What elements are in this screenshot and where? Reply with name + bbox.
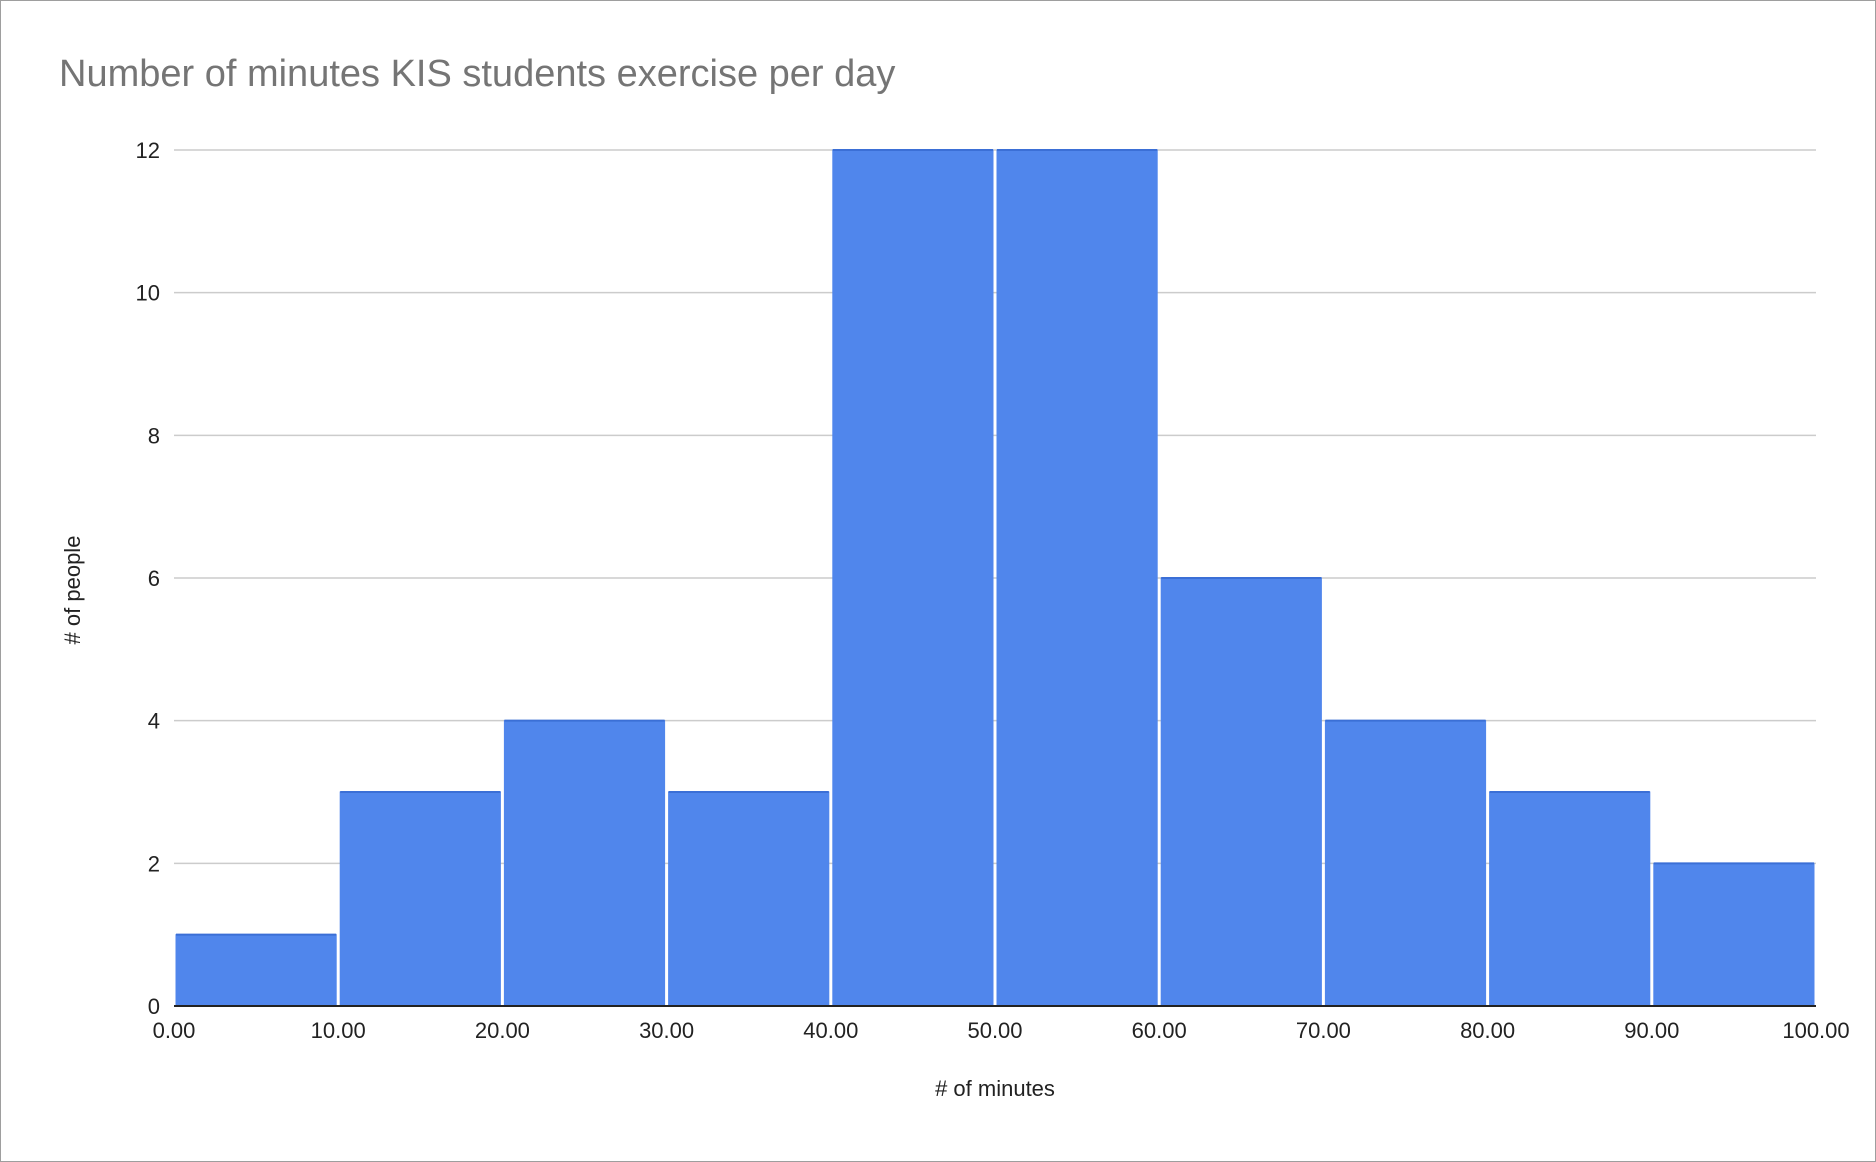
bar-0-10: [175, 934, 337, 1007]
bar-20-30: [503, 720, 666, 1007]
x-tick-label-20.00: 20.00: [475, 1018, 530, 1043]
y-tick-label-0: 0: [148, 994, 160, 1019]
x-tick-label-40.00: 40.00: [803, 1018, 858, 1043]
x-tick-label-70.00: 70.00: [1296, 1018, 1351, 1043]
bar-30-40: [668, 791, 830, 1007]
bar-10-20: [339, 791, 501, 1007]
bar-60-70: [1160, 577, 1322, 1007]
x-tick-label-80.00: 80.00: [1460, 1018, 1515, 1043]
chart-title: Number of minutes KIS students exercise …: [59, 53, 896, 95]
bars: [175, 149, 1815, 1007]
y-axis-label: # of people: [60, 536, 85, 645]
x-tick-label-100.00: 100.00: [1782, 1018, 1849, 1043]
x-tick-label-60.00: 60.00: [1132, 1018, 1187, 1043]
x-tick-label-0.00: 0.00: [153, 1018, 196, 1043]
y-tick-label-10: 10: [136, 281, 160, 306]
x-tick-labels: 0.00 10.00 20.00 30.00 40.00 50.00 60.00 70.00 8…: [153, 1018, 1850, 1043]
y-tick-label-8: 8: [148, 423, 160, 448]
y-tick-label-6: 6: [148, 566, 160, 591]
x-tick-label-90.00: 90.00: [1624, 1018, 1679, 1043]
y-tick-labels: 0 2 4 6 8 10 12: [136, 138, 160, 1019]
y-tick-label-4: 4: [148, 709, 160, 734]
bar-90-100: [1653, 862, 1815, 1007]
bar-40-50: [832, 149, 994, 1007]
x-tick-label-10.00: 10.00: [311, 1018, 366, 1043]
x-axis-label: # of minutes: [935, 1076, 1055, 1101]
bar-70-80: [1324, 720, 1487, 1007]
x-tick-label-50.00: 50.00: [967, 1018, 1022, 1043]
y-tick-label-2: 2: [148, 851, 160, 876]
bar-50-60: [996, 149, 1158, 1007]
x-tick-label-30.00: 30.00: [639, 1018, 694, 1043]
gridlines: [174, 149, 1816, 865]
bar-80-90: [1489, 791, 1651, 1007]
y-tick-label-12: 12: [136, 138, 160, 163]
